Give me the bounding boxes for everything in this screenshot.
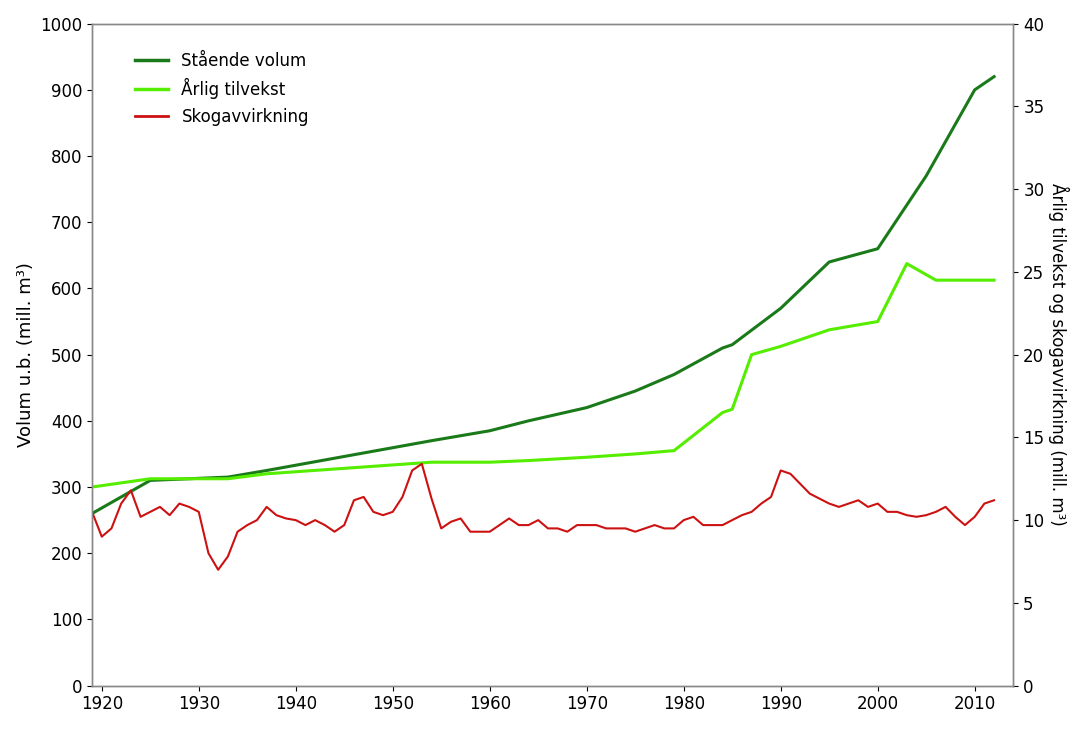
Y-axis label: Årlig tilvekst og skogavvirkning (mill. m³): Årlig tilvekst og skogavvirkning (mill. … (1048, 183, 1070, 526)
Y-axis label: Volum u.b. (mill. m³): Volum u.b. (mill. m³) (16, 262, 35, 447)
Legend: Stående volum, Årlig tilvekst, Skogavvirkning: Stående volum, Årlig tilvekst, Skogavvir… (128, 45, 316, 132)
